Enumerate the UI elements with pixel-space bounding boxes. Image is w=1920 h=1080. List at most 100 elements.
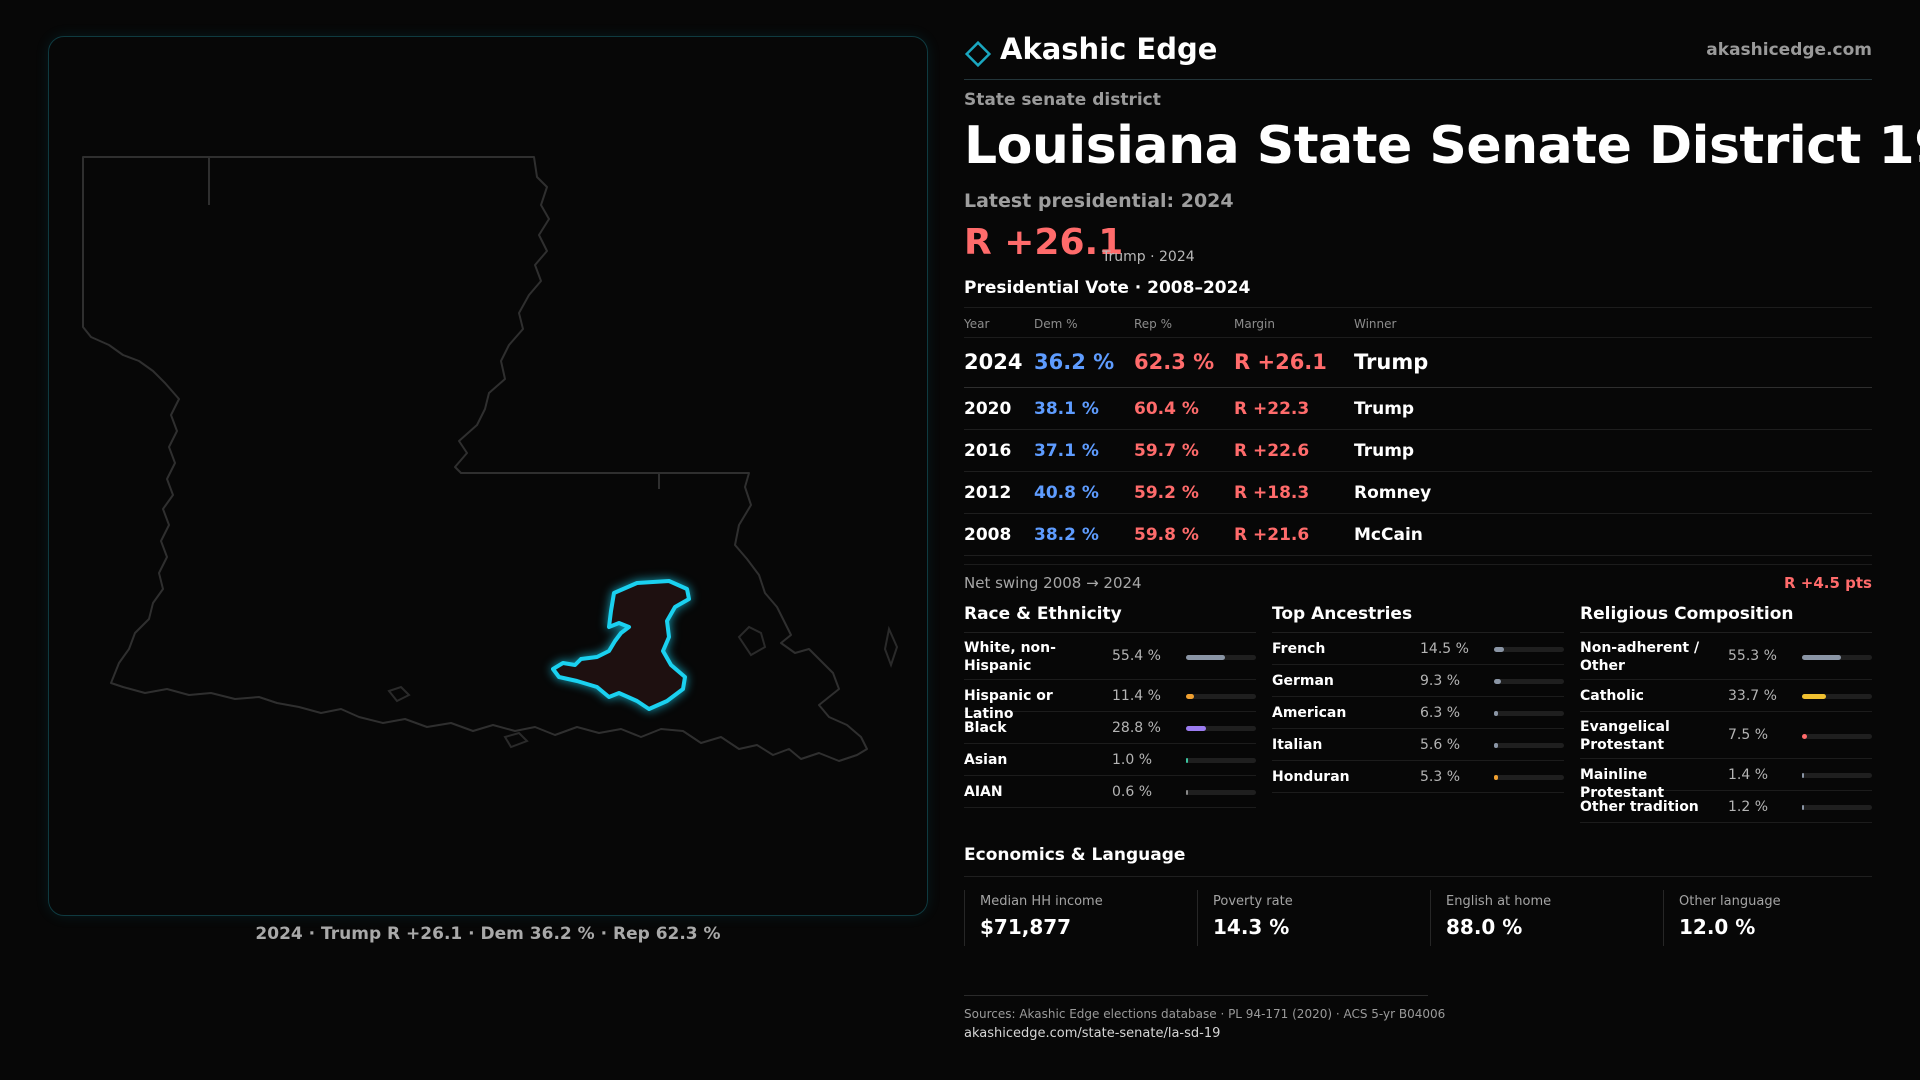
brand-name[interactable]: Akashic Edge: [1000, 32, 1218, 66]
list-item: Hispanic or Latino 11.4 %: [964, 680, 1256, 722]
bar-fill: [1186, 726, 1207, 731]
item-pct: 9.3 %: [1420, 673, 1461, 689]
row-rep: 59.7 %: [1134, 441, 1199, 461]
row-winner: Trump: [1354, 350, 1429, 374]
item-label: Non-adherent / Other: [1580, 640, 1700, 674]
bar-fill: [1186, 790, 1188, 795]
bar-track: [1186, 694, 1256, 699]
stat-value: 14.3 %: [1213, 915, 1290, 939]
bar-fill: [1802, 655, 1841, 660]
list-item: Black 28.8 %: [964, 712, 1256, 744]
item-label: French: [1272, 641, 1326, 657]
bar-fill: [1802, 773, 1804, 778]
stat-label: Other language: [1679, 894, 1781, 909]
row-year: 2016: [964, 441, 1012, 461]
table-row: 2016 37.1 % 59.7 % R +22.6 Trump: [964, 430, 1872, 472]
bar-fill: [1494, 711, 1499, 716]
item-label: Honduran: [1272, 769, 1350, 785]
coastal-island: [503, 731, 529, 749]
list-item: Other tradition 1.2 %: [1580, 791, 1872, 823]
stat-value: 88.0 %: [1446, 915, 1523, 939]
row-dem: 37.1 %: [1034, 441, 1099, 461]
district-type: State senate district: [964, 90, 1161, 110]
religion-section: Religious Composition Non-adherent / Oth…: [1580, 602, 1872, 823]
item-label: Mainline Protestant: [1580, 767, 1665, 801]
list-item: Non-adherent / Other 55.3 %: [1580, 633, 1872, 680]
district-19-shape[interactable]: [551, 579, 691, 711]
item-pct: 5.6 %: [1420, 737, 1461, 753]
net-swing: Net swing 2008 → 2024 R +4.5 pts: [964, 564, 1872, 596]
row-year: 2024: [964, 350, 1023, 374]
item-pct: 55.4 %: [1112, 648, 1161, 664]
vote-table: Year Dem % Rep % Margin Winner 2024 36.2…: [964, 307, 1872, 556]
race-title: Race & Ethnicity: [964, 602, 1256, 633]
economics-title: Economics & Language: [964, 845, 1872, 877]
stat-value: $71,877: [980, 915, 1072, 939]
header-year: Year: [964, 317, 990, 331]
sources-url[interactable]: akashicedge.com/state-senate/la-sd-19: [964, 1026, 1221, 1041]
brand-url[interactable]: akashicedge.com: [1706, 40, 1872, 60]
bar-track: [1494, 711, 1564, 716]
bar-track: [1186, 655, 1256, 660]
bar-fill: [1802, 734, 1808, 739]
item-pct: 7.5 %: [1728, 727, 1769, 743]
item-pct: 1.4 %: [1728, 767, 1769, 783]
race-ethnicity-section: Race & Ethnicity White, non-Hispanic 55.…: [964, 602, 1256, 808]
stat-median-income: Median HH income $71,877: [964, 890, 1184, 946]
row-winner: Romney: [1354, 483, 1432, 503]
item-pct: 6.3 %: [1420, 705, 1461, 721]
latest-presidential: Latest presidential: 2024: [964, 190, 1234, 212]
bar-track: [1494, 775, 1564, 780]
item-label: Asian: [964, 752, 1008, 768]
swing-label: Net swing 2008 → 2024: [964, 574, 1142, 592]
row-margin: R +22.6: [1234, 441, 1310, 461]
religion-title: Religious Composition: [1580, 602, 1872, 633]
table-row: 2020 38.1 % 60.4 % R +22.3 Trump: [964, 388, 1872, 430]
map-panel[interactable]: [48, 36, 928, 916]
ancestry-title: Top Ancestries: [1272, 602, 1564, 633]
coastal-island: [883, 625, 899, 668]
item-pct: 11.4 %: [1112, 688, 1161, 704]
row-rep: 59.2 %: [1134, 483, 1199, 503]
header-dem: Dem %: [1034, 317, 1078, 331]
coastal-island: [387, 685, 411, 703]
bar-fill: [1802, 805, 1804, 810]
header-margin: Margin: [1234, 317, 1275, 331]
stat-poverty-rate: Poverty rate 14.3 %: [1197, 890, 1417, 946]
row-year: 2008: [964, 525, 1012, 545]
stat-other-language: Other language 12.0 %: [1663, 890, 1883, 946]
item-label: Black: [964, 720, 1007, 736]
stat-label: Poverty rate: [1213, 894, 1293, 909]
row-rep: 60.4 %: [1134, 399, 1199, 419]
state-map: [82, 156, 899, 762]
sources-text: Sources: Akashic Edge elections database…: [964, 1007, 1446, 1021]
page-title: Louisiana State Senate District 19: [964, 116, 1920, 176]
bar-track: [1494, 743, 1564, 748]
bar-fill: [1494, 679, 1501, 684]
bar-track: [1186, 758, 1256, 763]
item-label: American: [1272, 705, 1347, 721]
row-margin: R +18.3: [1234, 483, 1310, 503]
stat-value: 12.0 %: [1679, 915, 1756, 939]
row-year: 2020: [964, 399, 1012, 419]
bar-track: [1802, 805, 1872, 810]
economics-stats: Median HH income $71,877 Poverty rate 14…: [964, 890, 1872, 946]
row-rep: 62.3 %: [1134, 350, 1215, 374]
bar-track: [1494, 647, 1564, 652]
row-winner: Trump: [1354, 399, 1415, 419]
map-caption: 2024 · Trump R +26.1 · Dem 36.2 % · Rep …: [255, 924, 721, 944]
row-dem: 40.8 %: [1034, 483, 1099, 503]
item-pct: 33.7 %: [1728, 688, 1777, 704]
state-outline: [82, 156, 868, 762]
row-margin: R +21.6: [1234, 525, 1310, 545]
row-dem: 38.1 %: [1034, 399, 1099, 419]
table-row: 2012 40.8 % 59.2 % R +18.3 Romney: [964, 472, 1872, 514]
item-label: Italian: [1272, 737, 1323, 753]
bar-track: [1802, 734, 1872, 739]
item-label: Evangelical Protestant: [1580, 719, 1670, 753]
list-item: German 9.3 %: [1272, 665, 1564, 697]
header-rep: Rep %: [1134, 317, 1173, 331]
diamond-logo-icon: [964, 40, 992, 68]
item-pct: 1.2 %: [1728, 799, 1769, 815]
item-label: Catholic: [1580, 688, 1644, 704]
